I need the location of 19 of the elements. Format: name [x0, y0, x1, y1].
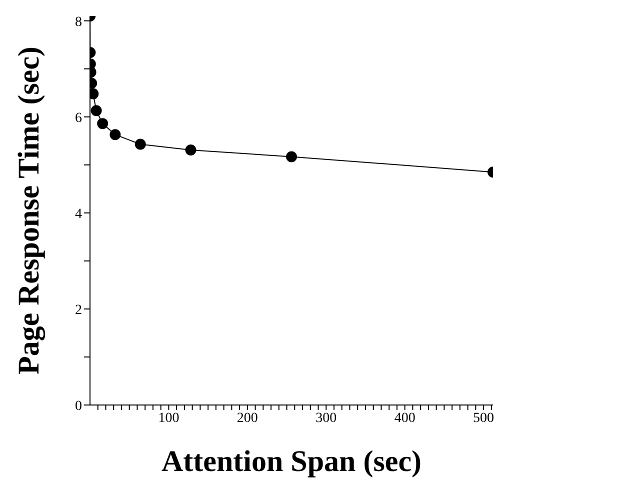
y-tick-label: 2 — [75, 302, 82, 318]
y-tick-label: 6 — [75, 110, 82, 126]
point — [97, 118, 108, 130]
x-axis-title: Attention Span (sec) — [162, 445, 422, 478]
x-tick-label: 300 — [316, 410, 337, 426]
y-tick-label: 8 — [75, 14, 82, 30]
point — [286, 151, 297, 162]
y-tick-label: 4 — [75, 206, 82, 222]
point — [110, 129, 121, 140]
point — [90, 105, 102, 116]
x-tick-label: 200 — [236, 410, 258, 426]
point — [185, 144, 196, 156]
x-tick-label: 400 — [394, 410, 416, 426]
point — [90, 88, 99, 100]
y-axis-title: Page Response Time (sec) — [12, 46, 46, 375]
y-tick-label: 0 — [75, 398, 82, 414]
x-tick-label: 100 — [158, 410, 180, 426]
x-tick-label: 500 — [473, 410, 494, 426]
point — [134, 138, 146, 150]
